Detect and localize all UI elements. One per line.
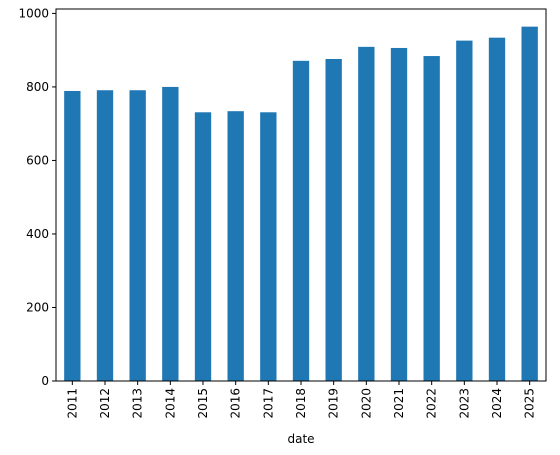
x-tick-label: 2016	[229, 388, 243, 419]
x-tick-label: 2013	[131, 388, 145, 419]
y-tick-label: 200	[26, 300, 49, 314]
bar-2014	[162, 86, 179, 381]
bar-2012	[96, 90, 114, 381]
x-tick-label: 2024	[490, 388, 504, 419]
plot-frame	[55, 8, 547, 382]
x-tick-label: 2015	[196, 388, 210, 419]
y-axis-ticks: 0 200 400 600 800 1000	[18, 6, 56, 388]
x-tick-label: 2025	[523, 388, 537, 419]
x-tick-label: 2021	[392, 388, 406, 419]
bar-2017	[260, 112, 277, 382]
x-tick-label: 2022	[425, 388, 439, 419]
bar-2021	[390, 47, 408, 382]
x-axis-ticks: 2011 2012 2013 2014 2015 2016 2017 2018 2019 2020…	[65, 381, 537, 419]
x-tick-label: 2020	[359, 388, 373, 419]
bar-2024	[488, 37, 506, 381]
x-tick-label: 2017	[261, 388, 275, 419]
x-tick-label: 2012	[98, 388, 112, 419]
bar-2011	[64, 90, 81, 382]
x-tick-label: 2019	[327, 388, 341, 419]
x-tick-label: 2023	[457, 388, 471, 419]
x-tick-label: 2014	[163, 388, 177, 419]
bar-2013	[129, 90, 146, 381]
bar-2025	[521, 26, 538, 382]
bar-2019	[325, 58, 342, 381]
bar-2023	[456, 40, 473, 382]
x-tick-label: 2011	[65, 388, 79, 419]
bar-2016	[227, 111, 244, 381]
y-tick-label: 400	[26, 227, 49, 241]
x-tick-label: 2018	[294, 388, 308, 419]
bar-2018	[292, 60, 310, 381]
x-axis-label: date	[287, 432, 314, 446]
y-tick-label: 1000	[18, 6, 49, 20]
bar-2022	[423, 56, 440, 381]
y-tick-label: 0	[41, 374, 49, 388]
bar-2015	[194, 112, 212, 382]
bar-2020	[358, 46, 375, 381]
y-tick-label: 600	[26, 153, 49, 167]
bars-group	[64, 26, 538, 382]
y-tick-label: 800	[26, 80, 49, 94]
